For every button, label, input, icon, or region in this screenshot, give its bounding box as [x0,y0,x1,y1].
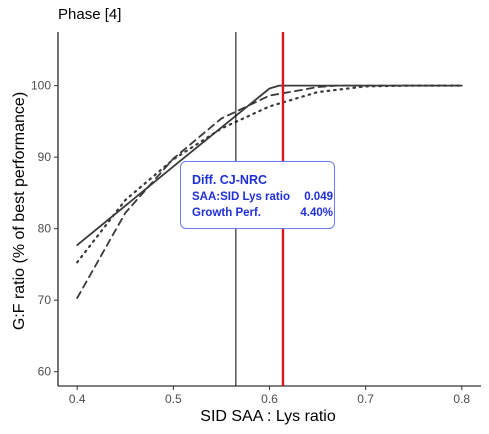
x-tick-label: 0.4 [69,392,86,406]
y-tick-label: 70 [38,293,52,307]
annotation-header-text: Diff. CJ-NRC [192,173,267,187]
tick-labels: 0.4 0.5 0.6 0.7 0.8 60 70 80 90 100 [31,79,470,406]
y-axis-label: G:F ratio (% of best performance) [11,92,28,330]
annotation-label: Growth Perf. [192,207,262,219]
x-tick-label: 0.7 [357,392,374,406]
x-tick-label: 0.5 [165,392,182,406]
series-lines [76,84,463,299]
panel-title: Phase [4] [58,6,122,23]
annotation-value: 4.40% [300,207,333,219]
annotation-header: Diff. CJ-NRC [192,172,333,189]
series-line-dotted [76,84,463,264]
y-tick-label: 80 [38,222,52,236]
x-tick-label: 0.8 [453,392,470,406]
y-tick-label: 60 [38,365,52,379]
y-tick-label: 100 [31,79,51,93]
annotation-row: Growth Perf. 4.40% [192,205,333,221]
annotation-row: SAA:SID Lys ratio 0.049 [192,189,333,205]
axes [54,32,481,390]
series-line-dashed [76,84,463,299]
annotation-value: 0.049 [304,191,333,203]
annotation-label: SAA:SID Lys ratio [192,191,290,203]
x-axis-label: SID SAA : Lys ratio [200,408,336,425]
y-tick-label: 90 [38,150,52,164]
x-tick-label: 0.6 [261,392,278,406]
annotation-box: Diff. CJ-NRC SAA:SID Lys ratio 0.049 Gro… [180,161,335,229]
